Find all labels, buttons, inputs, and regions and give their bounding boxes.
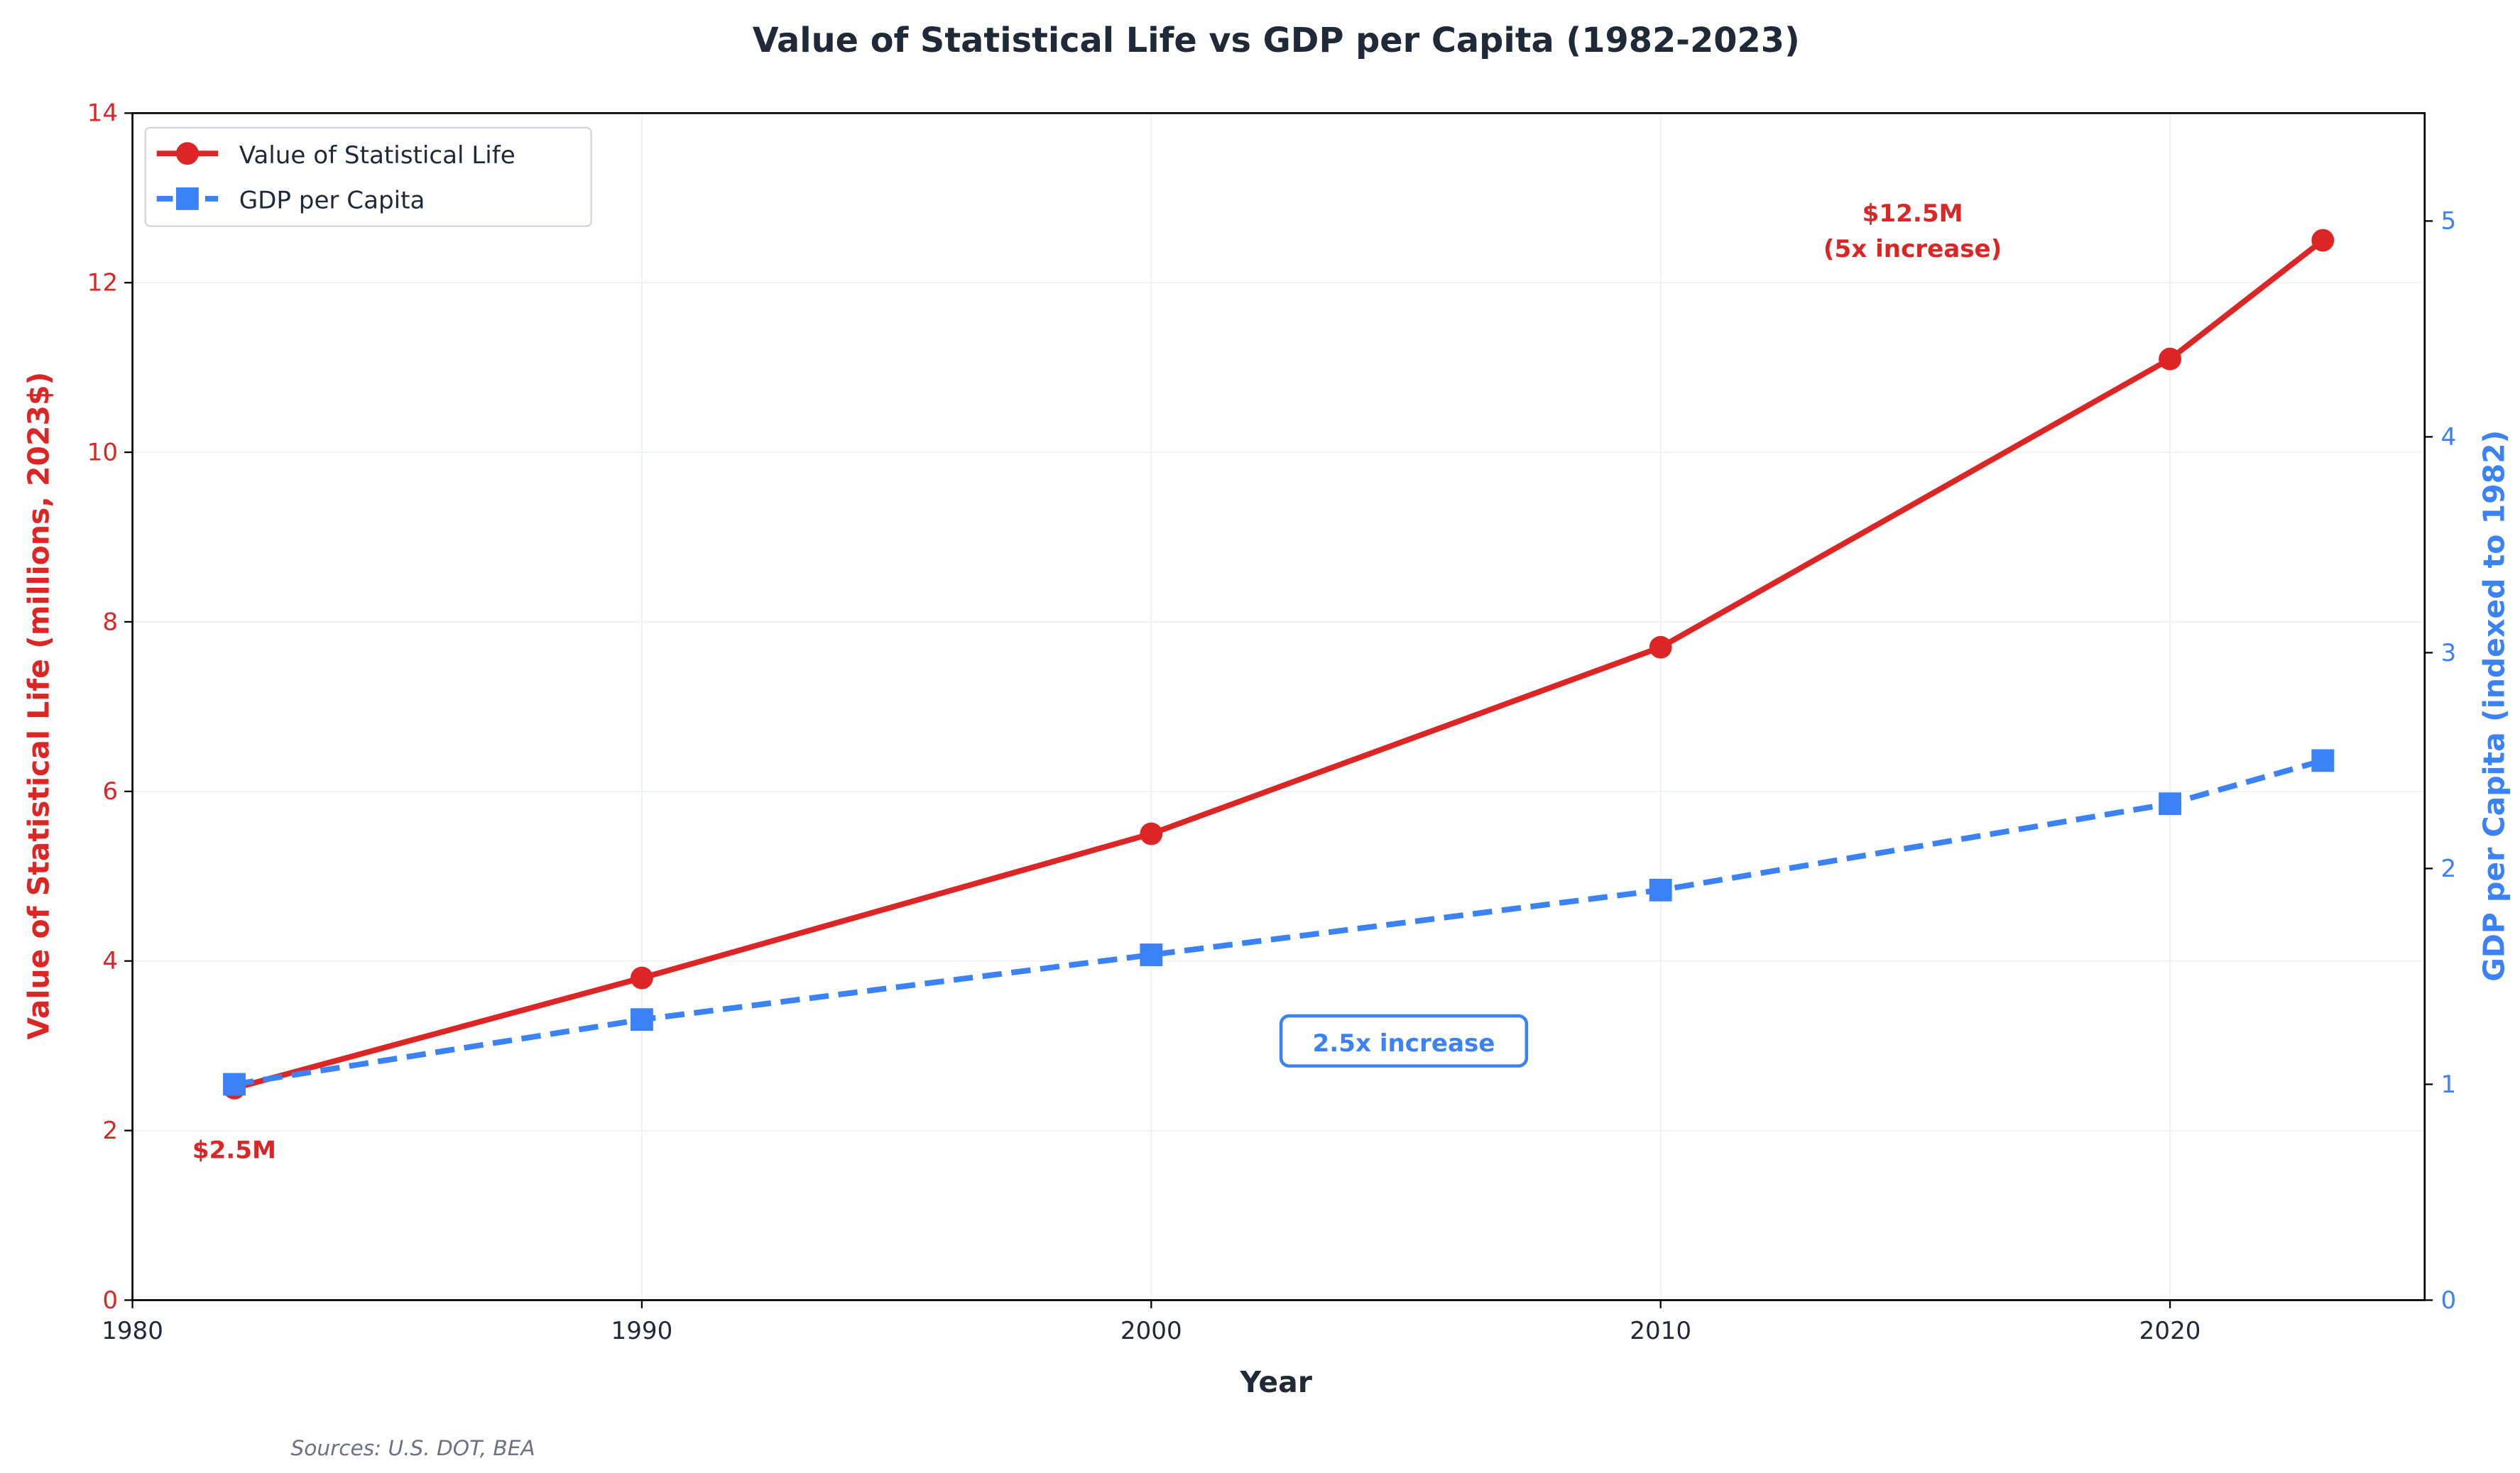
y2-tick-label: 1 <box>2441 1070 2457 1099</box>
y-tick-label: 0 <box>102 1286 118 1315</box>
y-tick-label: 2 <box>102 1117 118 1145</box>
data-point-1 <box>631 1008 653 1031</box>
y2-axis-label: GDP per Capita (indexed to 1982) <box>2477 430 2511 982</box>
legend-frame <box>144 126 592 227</box>
y2-ticks: 0 1 2 3 4 5 <box>2424 207 2457 1315</box>
series-line-1 <box>234 757 2324 1088</box>
data-point-1 <box>223 1073 246 1096</box>
x-tick-label: 1980 <box>102 1317 163 1345</box>
series-layer <box>223 229 2335 1100</box>
annotation-gdp-box <box>1279 1014 1529 1068</box>
y2-tick-label: 3 <box>2441 639 2457 667</box>
data-point-1 <box>2311 749 2335 772</box>
annotation-gdp: 2.5x increase <box>1313 1029 1495 1058</box>
y-tick-label: 6 <box>102 777 118 806</box>
grid <box>131 112 2425 1301</box>
annotation-start: $2.5M <box>192 1136 276 1164</box>
y-axis-label: Value of Statistical Life (millions, 202… <box>21 372 55 1040</box>
x-axis-label: Year <box>1240 1365 1313 1399</box>
data-point-0 <box>2159 347 2182 371</box>
legend: Value of Statistical Life GDP per Capita <box>144 126 592 227</box>
x-ticks: 1980 1990 2000 2010 2020 <box>102 1300 2200 1345</box>
annotation-end-line2: (5x increase) <box>1823 235 2002 263</box>
y-tick-label: 12 <box>87 269 118 297</box>
y-tick-label: 8 <box>102 608 118 636</box>
y2-tick-label: 4 <box>2441 423 2457 451</box>
chart-title: Value of Statistical Life vs GDP per Cap… <box>753 21 1800 60</box>
data-point-1 <box>1649 878 1672 902</box>
annotation-end-line1: $12.5M <box>1862 199 1963 228</box>
y-tick-label: 14 <box>87 99 118 128</box>
y2-tick-label: 2 <box>2441 855 2457 883</box>
data-point-0 <box>631 966 653 990</box>
data-point-1 <box>1140 943 1163 966</box>
x-tick-label: 2020 <box>2139 1317 2201 1345</box>
source-note: Sources: U.S. DOT, BEA <box>291 1436 535 1460</box>
legend-marker-gdp <box>175 187 199 210</box>
data-point-0 <box>1140 822 1163 845</box>
y-tick-label: 10 <box>87 438 118 466</box>
series-line-0 <box>233 238 2325 1091</box>
legend-marker-vsl <box>175 142 199 165</box>
legend-label-vsl: Value of Statistical Life <box>239 141 516 170</box>
data-point-0 <box>1649 635 1672 659</box>
y-ticks: 0 2 4 6 8 10 12 14 <box>87 99 133 1315</box>
y2-tick-label: 5 <box>2441 207 2457 236</box>
x-tick-label: 1990 <box>611 1317 673 1345</box>
x-tick-label: 2010 <box>1630 1317 1691 1345</box>
data-point-1 <box>2159 792 2182 816</box>
y2-tick-label: 0 <box>2441 1286 2457 1315</box>
legend-label-gdp: GDP per Capita <box>239 187 425 215</box>
x-tick-label: 2000 <box>1120 1317 1182 1345</box>
y-tick-label: 4 <box>102 947 118 975</box>
data-point-0 <box>2311 229 2335 252</box>
plot-frame <box>131 111 2426 1301</box>
